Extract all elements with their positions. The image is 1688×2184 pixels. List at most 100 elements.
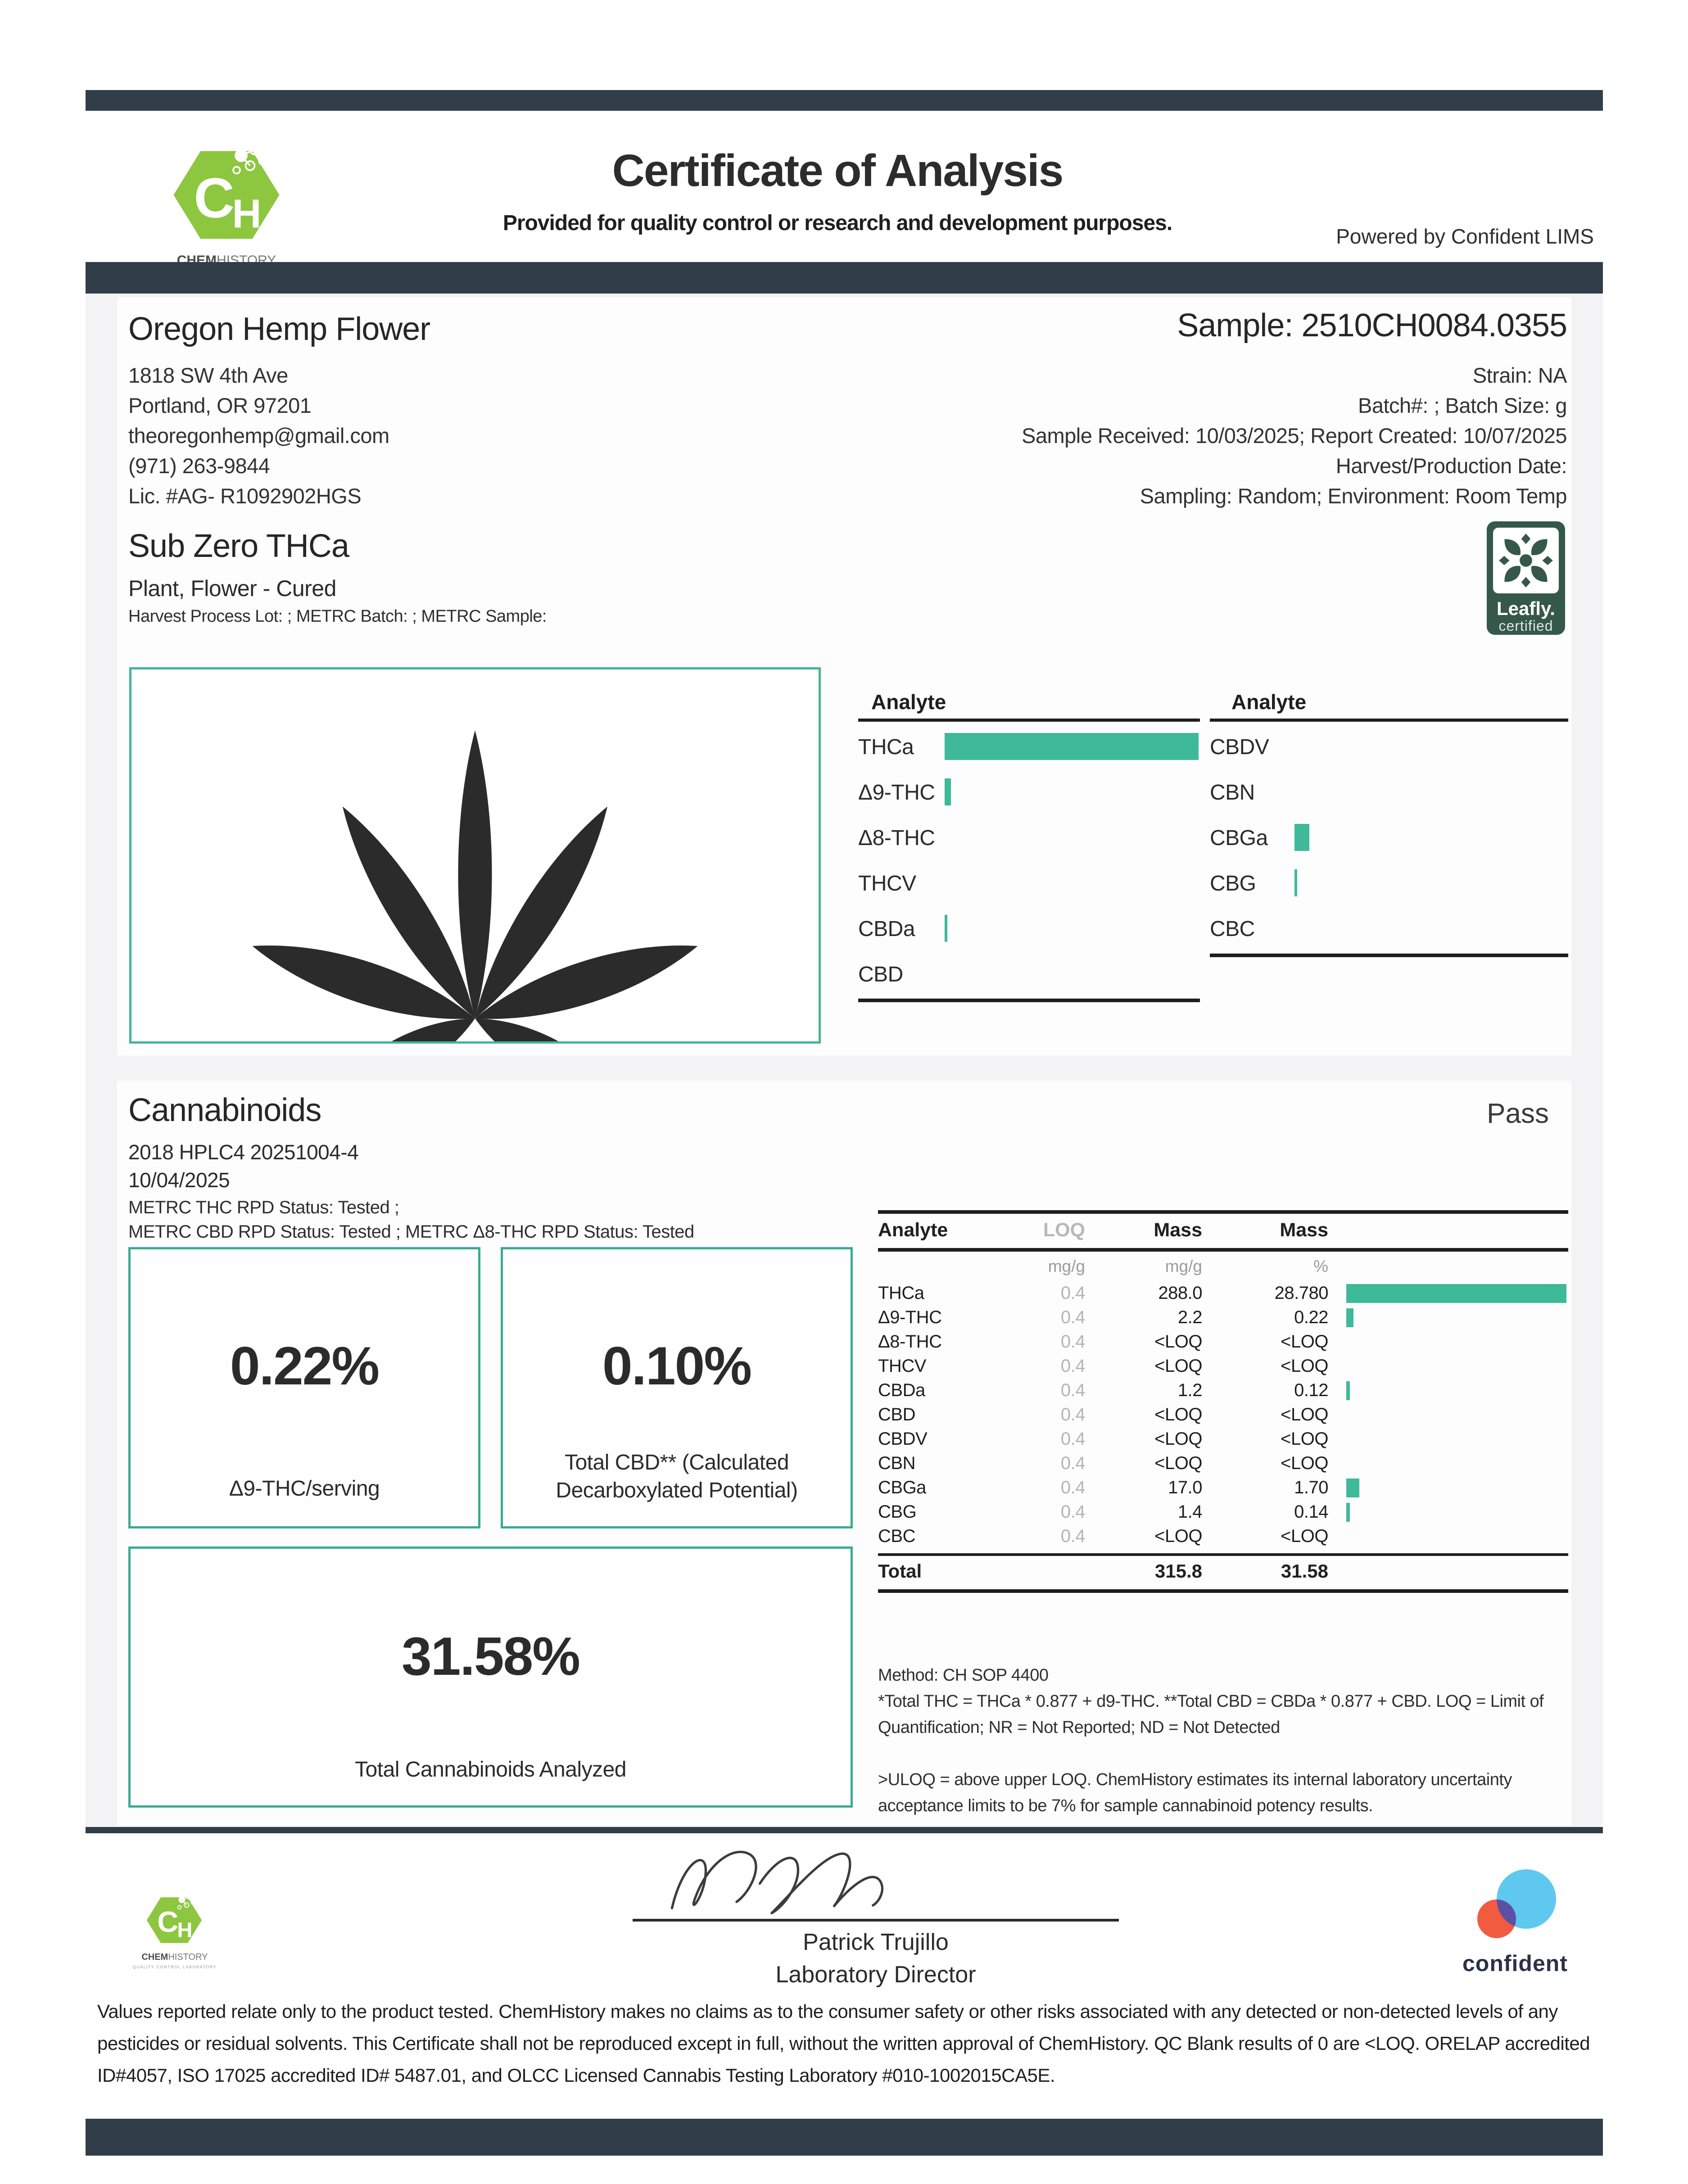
cell-pct: 0.14: [1294, 1502, 1328, 1522]
metrc-status-line2: METRC CBD RPD Status: Tested ; METRC Δ8-…: [128, 1222, 694, 1242]
header-divider-bar: [86, 262, 1603, 294]
chemhistory-hexagon-icon: C H: [146, 1894, 202, 1943]
confident-label: confident: [1462, 1951, 1568, 1976]
molecule-icon: [232, 145, 267, 175]
cell-pct: <LOQ: [1281, 1332, 1328, 1352]
page-title: Certificate of Analysis: [612, 145, 1064, 196]
leafly-label: Leafly.: [1497, 598, 1555, 619]
sample-batch: Batch#: ; Batch Size: g: [1358, 393, 1567, 417]
analyte-bar: [945, 733, 1199, 760]
overview-row: CBGa: [1210, 815, 1568, 860]
logo-name-bold: CHEM: [141, 1952, 168, 1962]
client-email: theoregonhemp@gmail.com: [128, 424, 389, 448]
cell-mass: <LOQ: [1154, 1332, 1202, 1352]
col-loq: LOQ: [1043, 1219, 1085, 1241]
analyte-bar: [945, 778, 951, 805]
client-address1: 1818 SW 4th Ave: [128, 363, 288, 387]
cell-analyte: THCV: [878, 1356, 926, 1376]
signer-name: Patrick Trujillo: [803, 1929, 949, 1955]
chemhistory-wordmark-footer: CHEMHISTORY: [131, 1952, 219, 1962]
analyte-label: THCa: [858, 735, 914, 759]
analyte-label: Δ9-THC: [858, 781, 935, 805]
cell-mass: <LOQ: [1154, 1429, 1202, 1449]
logo-name-light: HISTORY: [168, 1952, 208, 1962]
cell-pct: <LOQ: [1281, 1356, 1328, 1376]
cannabinoid-row: CBC 0.4 <LOQ <LOQ: [878, 1525, 1568, 1550]
overview-row: CBD: [858, 951, 1200, 997]
stat-value: 0.22%: [230, 1336, 380, 1396]
leaf-petal: [252, 945, 475, 1019]
overview-left-header: Analyte: [871, 690, 946, 714]
unit-pct: %: [1313, 1257, 1328, 1275]
client-phone: (971) 263-9844: [128, 454, 270, 478]
cannabinoid-row: THCa 0.4 288.0 28.780: [878, 1282, 1568, 1307]
overview-right-chart: CBDV CBN CBGa CBG CBC: [1210, 724, 1568, 951]
svg-text:C: C: [157, 1905, 178, 1938]
cell-analyte: CBDa: [878, 1380, 925, 1400]
analyte-label: Δ8-THC: [858, 826, 935, 850]
cell-analyte: CBGa: [878, 1478, 926, 1497]
overview-row: CBN: [1210, 769, 1568, 815]
cannabis-leaf-icon: [252, 730, 698, 1096]
cannabinoid-bar: [1346, 1308, 1353, 1327]
overview-row: CBC: [1210, 906, 1568, 951]
cannabinoid-bar: [1346, 1503, 1350, 1522]
analyte-bar: [1294, 824, 1309, 851]
top-bar: [86, 90, 1603, 111]
cannabinoid-row: CBDV 0.4 <LOQ <LOQ: [878, 1428, 1568, 1452]
cannabinoid-row: CBG 0.4 1.4 0.14: [878, 1501, 1568, 1525]
col-analyte: Analyte: [878, 1219, 948, 1241]
product-metrc: Harvest Process Lot: ; METRC Batch: ; ME…: [128, 607, 547, 626]
cell-pct: <LOQ: [1281, 1526, 1328, 1546]
cell-loq: 0.4: [1060, 1526, 1086, 1546]
cannabinoid-table-units: mg/g mg/g %: [878, 1257, 1568, 1279]
cannabinoid-table-total-row: Total 315.8 31.58: [878, 1560, 1568, 1585]
unit-mass: mg/g: [1165, 1257, 1202, 1275]
chemhistory-logo: C H: [170, 139, 283, 251]
cell-mass: <LOQ: [1154, 1405, 1202, 1424]
leaf-petal: [458, 730, 492, 1018]
product-type: Plant, Flower - Cured: [128, 576, 336, 601]
logo-tagline-footer: QUALITY CONTROL LABORATORY: [132, 1965, 217, 1969]
cell-loq: 0.4: [1060, 1380, 1086, 1400]
cell-pct: <LOQ: [1281, 1429, 1328, 1449]
client-license: Lic. #AG- R1092902HGS: [128, 484, 362, 508]
total-pct: 31.58: [1281, 1560, 1328, 1582]
analyte-label: THCV: [858, 872, 916, 895]
signature-line: [633, 1919, 1119, 1922]
stat-label-line2: Decarboxylated Potential): [556, 1479, 798, 1502]
cell-analyte: CBDV: [878, 1429, 928, 1449]
method-note-2: *Total THC = THCa * 0.877 + d9-THC. **To…: [878, 1692, 1544, 1737]
leafly-starburst-icon: [1499, 534, 1553, 588]
cell-mass: 2.2: [1177, 1307, 1203, 1327]
cannabinoid-row: CBGa 0.4 17.0 1.70: [878, 1477, 1568, 1501]
signer-title: Laboratory Director: [775, 1962, 976, 1988]
bottom-bar: [86, 2119, 1603, 2156]
overview-left-chart: THCa Δ9-THC Δ8-THC THCV CBDa CBD: [858, 724, 1200, 997]
cannabinoid-table-header: Analyte LOQ Mass Mass: [878, 1219, 1568, 1246]
cell-analyte: CBD: [878, 1405, 915, 1424]
svg-text:C: C: [194, 167, 235, 230]
cannabinoid-bar: [1346, 1284, 1566, 1303]
cell-mass: 1.4: [1177, 1502, 1203, 1522]
overview-row: THCV: [858, 860, 1200, 906]
confident-logo-icon: [1477, 1869, 1556, 1938]
client-address2: Portland, OR 97201: [128, 393, 312, 417]
overview-row: CBG: [1210, 860, 1568, 906]
cannabinoid-bar: [1346, 1381, 1350, 1400]
leafly-certified-badge: Leafly. certified: [1487, 521, 1565, 635]
cell-mass: 1.2: [1177, 1380, 1203, 1400]
cell-loq: 0.4: [1060, 1356, 1086, 1376]
col-mass-pct: Mass: [1280, 1219, 1328, 1241]
svg-text:H: H: [177, 1918, 193, 1942]
cell-mass: <LOQ: [1154, 1526, 1202, 1546]
stat-label: Total Cannabinoids Analyzed: [355, 1758, 626, 1782]
cell-pct: 28.780: [1274, 1283, 1329, 1303]
sample-received: Sample Received: 10/03/2025; Report Crea…: [1021, 424, 1567, 448]
powered-by: Powered by Confident LIMS: [1336, 225, 1594, 248]
analyte-label: CBDV: [1210, 735, 1269, 759]
total-mass: 315.8: [1154, 1560, 1202, 1582]
svg-text:H: H: [232, 192, 262, 237]
overview-right-header: Analyte: [1231, 690, 1307, 714]
cell-pct: 1.70: [1294, 1478, 1328, 1497]
